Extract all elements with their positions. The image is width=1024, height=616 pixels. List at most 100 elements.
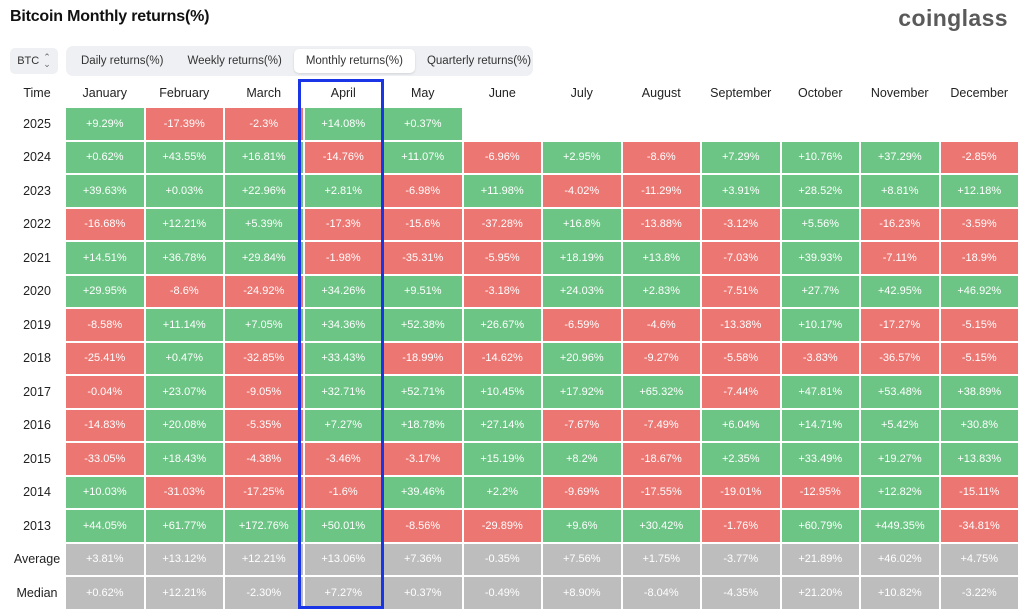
- return-cell-september: -5.58%: [702, 342, 780, 374]
- return-cell-february: +12.21%: [145, 208, 223, 240]
- row-label: 2021: [23, 250, 51, 265]
- return-cell-april: -1.98%: [304, 242, 382, 274]
- row-label: 2025: [23, 116, 51, 131]
- return-cell-april: +33.43%: [304, 342, 382, 374]
- return-cell-october: +47.81%: [781, 376, 859, 408]
- return-cell-may: -15.6%: [384, 208, 462, 240]
- return-cell-august: +1.75%: [622, 543, 700, 575]
- table-row: 2017 -0.04% +23.07% -9.05% +32.71% +52.71% +10…: [10, 376, 1018, 408]
- return-cell-june: +10.45%: [463, 376, 541, 408]
- return-cell-june: [464, 108, 542, 140]
- return-cell-october: +60.79%: [781, 510, 859, 542]
- return-cell-june: -37.28%: [463, 208, 541, 240]
- return-cell-december: +30.8%: [940, 409, 1018, 441]
- return-cell-december: +38.89%: [940, 376, 1018, 408]
- return-cell-october: [782, 108, 860, 140]
- tab-monthly-returns[interactable]: Monthly returns(%): [293, 49, 415, 73]
- return-cell-march: +5.39%: [225, 208, 303, 240]
- return-cell-february: +11.14%: [145, 309, 223, 341]
- table-row: 2020 +29.95% -8.6% -24.92% +34.26% +9.51% -3.1…: [10, 275, 1018, 307]
- coinglass-logo: coinglass: [898, 5, 1008, 31]
- column-header-september: September: [710, 86, 772, 100]
- return-cell-september: -7.44%: [702, 376, 780, 408]
- return-cell-may: -3.17%: [384, 443, 462, 475]
- return-cell-june: -6.96%: [463, 141, 541, 173]
- column-header-december: December: [950, 86, 1009, 100]
- return-cell-january: +0.62%: [66, 141, 144, 173]
- row-label: 2017: [23, 384, 51, 399]
- table-row: 2013 +44.05% +61.77% +172.76% +50.01% -8.56% -…: [10, 510, 1018, 542]
- return-cell-july: -4.02%: [543, 175, 621, 207]
- return-cell-july: -6.59%: [543, 309, 621, 341]
- return-cell-august: [623, 108, 701, 140]
- table-row: 2014 +10.03% -31.03% -17.25% -1.6% +39.46% +2.…: [10, 476, 1018, 508]
- return-cell-october: +5.56%: [781, 208, 859, 240]
- return-cell-january: -0.04%: [66, 376, 144, 408]
- return-cell-july: +24.03%: [543, 275, 621, 307]
- coin-select[interactable]: BTC ⌃ ⌄: [10, 48, 58, 74]
- tab-weekly-returns[interactable]: Weekly returns(%): [187, 55, 282, 67]
- return-cell-december: +12.18%: [940, 175, 1018, 207]
- table-row: 2021 +14.51% +36.78% +29.84% -1.98% -35.31% -5…: [10, 242, 1018, 274]
- return-cell-october: +21.89%: [781, 543, 859, 575]
- return-cell-july: +9.6%: [543, 510, 621, 542]
- return-cell-may: +52.38%: [384, 309, 462, 341]
- return-cell-december: -5.15%: [940, 342, 1018, 374]
- table-row: 2025 +9.29% -17.39% -2.3% +14.08% +0.37%: [10, 108, 1018, 140]
- return-cell-july: -9.69%: [543, 476, 621, 508]
- return-cell-october: +10.76%: [781, 141, 859, 173]
- return-cell-november: +449.35%: [861, 510, 939, 542]
- return-cell-february: -17.39%: [145, 108, 223, 140]
- return-cell-april: -3.46%: [304, 443, 382, 475]
- return-cell-november: +19.27%: [861, 443, 939, 475]
- return-cell-april: -17.3%: [304, 208, 382, 240]
- return-cell-march: -2.30%: [225, 577, 303, 609]
- return-cell-february: +0.03%: [145, 175, 223, 207]
- return-cell-march: +29.84%: [225, 242, 303, 274]
- tab-daily-returns[interactable]: Daily returns(%): [81, 55, 164, 67]
- return-cell-december: +4.75%: [940, 543, 1018, 575]
- return-cell-july: +17.92%: [543, 376, 621, 408]
- return-cell-july: [543, 108, 621, 140]
- return-cell-march: +172.76%: [225, 510, 303, 542]
- return-cell-march: -9.05%: [225, 376, 303, 408]
- return-cell-october: +28.52%: [781, 175, 859, 207]
- return-cell-march: -2.3%: [225, 108, 303, 140]
- return-cell-december: +46.92%: [940, 275, 1018, 307]
- row-label: 2013: [23, 518, 51, 533]
- return-cell-february: +61.77%: [145, 510, 223, 542]
- return-cell-september: -7.51%: [702, 275, 780, 307]
- return-cell-may: +18.78%: [384, 409, 462, 441]
- return-cell-october: +21.20%: [781, 577, 859, 609]
- return-cell-april: +34.26%: [304, 275, 382, 307]
- return-cell-february: -31.03%: [145, 476, 223, 508]
- tab-quarterly-returns[interactable]: Quarterly returns(%): [426, 55, 532, 67]
- column-header-november: November: [870, 86, 929, 100]
- return-cell-july: +16.8%: [543, 208, 621, 240]
- return-cell-august: +13.8%: [622, 242, 700, 274]
- row-label: Average: [13, 552, 61, 567]
- return-cell-january: +0.62%: [66, 577, 144, 609]
- return-cell-november: +8.81%: [861, 175, 939, 207]
- return-cell-august: -7.49%: [622, 409, 700, 441]
- return-cell-november: -36.57%: [861, 342, 939, 374]
- table-row: 2023 +39.63% +0.03% +22.96% +2.81% -6.98% +11.…: [10, 175, 1018, 207]
- return-cell-july: +7.56%: [543, 543, 621, 575]
- return-cell-june: -0.49%: [463, 577, 541, 609]
- return-cell-september: -13.38%: [702, 309, 780, 341]
- return-cell-december: -18.9%: [940, 242, 1018, 274]
- return-cell-march: -24.92%: [225, 275, 303, 307]
- row-label: Median: [16, 585, 58, 600]
- return-cell-january: +44.05%: [66, 510, 144, 542]
- return-cell-october: +39.93%: [781, 242, 859, 274]
- return-cell-february: +36.78%: [145, 242, 223, 274]
- return-cell-june: +15.19%: [463, 443, 541, 475]
- return-cell-february: +43.55%: [145, 141, 223, 173]
- return-cell-october: +14.71%: [781, 409, 859, 441]
- column-header-august: August: [641, 86, 681, 100]
- return-cell-september: +3.91%: [702, 175, 780, 207]
- row-label: 2018: [23, 351, 51, 366]
- column-header-february: February: [159, 86, 210, 100]
- return-cell-november: +10.82%: [861, 577, 939, 609]
- column-header-january: January: [82, 86, 127, 100]
